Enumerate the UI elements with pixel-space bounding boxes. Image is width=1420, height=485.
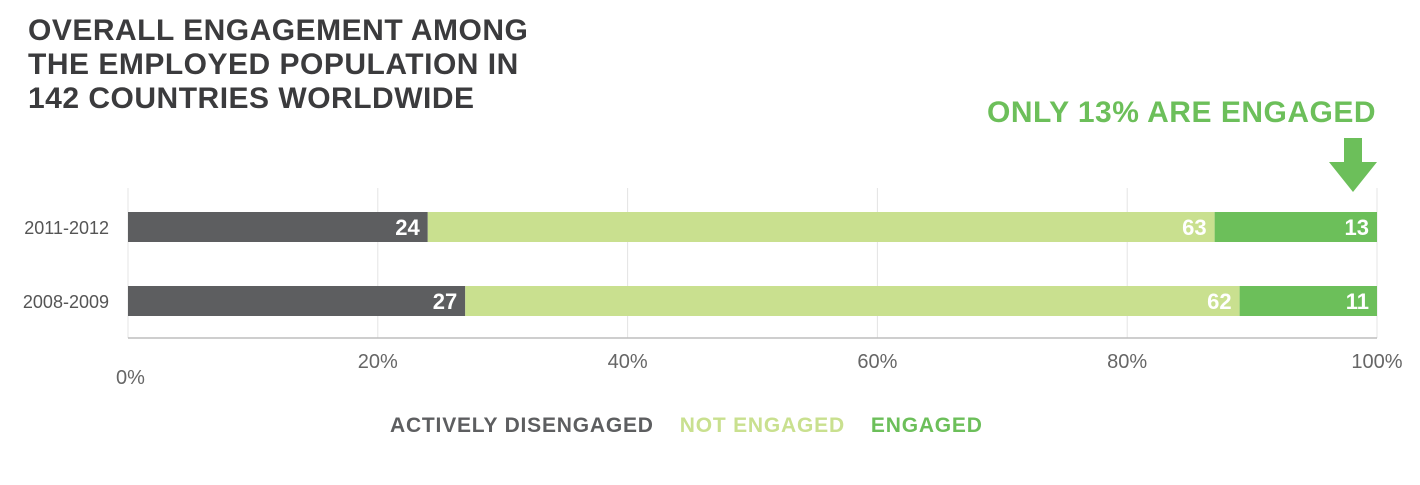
x-tick-label: 40% [608, 351, 648, 373]
category-label: 2011-2012 [24, 218, 109, 238]
bar-segment-engaged [1239, 286, 1377, 316]
legend: ACTIVELY DISENGAGED NOT ENGAGED ENGAGED [390, 414, 983, 438]
legend-engaged: ENGAGED [870, 414, 983, 437]
category-label: 2008-2009 [23, 292, 109, 312]
x-tick-label: 100% [1351, 351, 1402, 373]
bar-segment-not-engaged [465, 286, 1240, 316]
x-tick-label: 0% [116, 367, 145, 389]
arrow-down-icon [1329, 138, 1377, 192]
data-label: 62 [1207, 289, 1231, 314]
bar-segment-actively-disengaged [128, 212, 428, 242]
data-label: 11 [1346, 289, 1369, 314]
bar-segment-actively-disengaged [128, 286, 466, 316]
data-label: 13 [1345, 215, 1369, 240]
bar-chart: 0% 20% 40% 60% 80% 100% 2011-2012 24 63 13 2008-20… [23, 188, 1403, 389]
bar-segment-engaged [1214, 212, 1377, 242]
legend-actively-disengaged: ACTIVELY DISENGAGED [390, 414, 654, 437]
x-tick-label: 60% [857, 351, 897, 373]
data-label: 24 [395, 215, 420, 240]
chart-title: OVERALL ENGAGEMENT AMONG THE EMPLOYED PO… [28, 14, 529, 115]
x-tick-label: 20% [358, 351, 398, 373]
legend-not-engaged: NOT ENGAGED [679, 414, 845, 437]
bar-segment-not-engaged [427, 212, 1215, 242]
x-tick-label: 80% [1107, 351, 1147, 373]
data-label: 27 [433, 289, 457, 314]
callout-text: ONLY 13% ARE ENGAGED [987, 96, 1376, 129]
data-label: 63 [1182, 215, 1206, 240]
